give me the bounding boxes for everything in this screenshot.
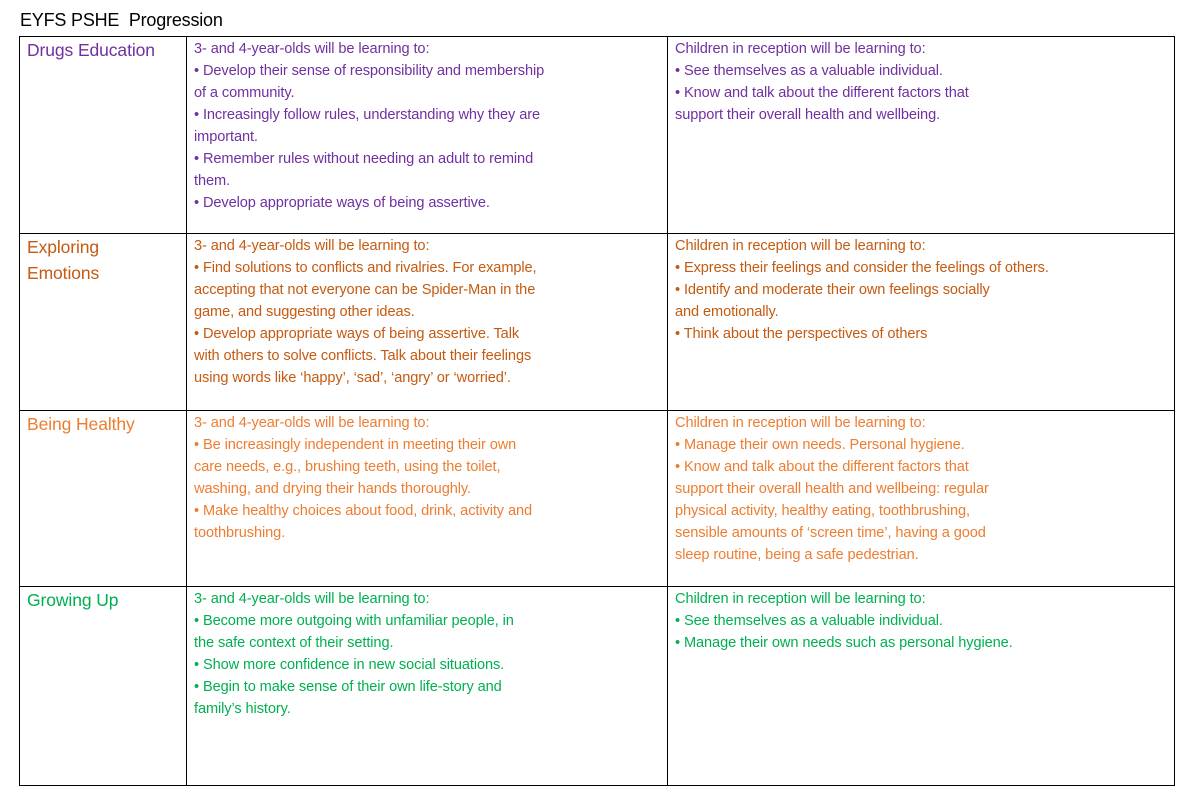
reception-heading: Children in reception will be learning t… xyxy=(675,238,926,254)
objective-line: • See themselves as a valuable individua… xyxy=(675,63,943,79)
table-row: Being Healthy 3- and 4-year-olds will be … xyxy=(19,410,1175,587)
objective-line: physical activity, healthy eating, tooth… xyxy=(675,503,970,519)
preschool-cell: 3- and 4-year-olds will be learning to: •… xyxy=(186,233,668,411)
objective-line: care needs, e.g., brushing teeth, using … xyxy=(194,459,501,475)
objective-line: them. xyxy=(194,173,230,189)
objective-line: • See themselves as a valuable individua… xyxy=(675,613,943,629)
objective-line: support their overall health and wellbei… xyxy=(675,481,989,497)
objective-line: washing, and drying their hands thorough… xyxy=(194,481,471,497)
objective-line: of a community. xyxy=(194,85,295,101)
objective-line: • Be increasingly independent in meeting… xyxy=(194,437,517,453)
objective-line: • Develop appropriate ways of being asse… xyxy=(194,195,490,211)
objective-line: accepting that not everyone can be Spide… xyxy=(194,282,536,298)
objective-line: • Think about the perspectives of others xyxy=(675,326,928,342)
objective-line: • Become more outgoing with unfamiliar p… xyxy=(194,613,514,629)
objective-line: • Manage their own needs such as persona… xyxy=(675,635,1013,651)
preschool-heading: 3- and 4-year-olds will be learning to: xyxy=(194,415,430,431)
objective-line: • Find solutions to conflicts and rivalr… xyxy=(194,260,537,276)
objective-line: • Make healthy choices about food, drink… xyxy=(194,503,532,519)
objective-line: toothbrushing. xyxy=(194,525,286,541)
table-row: Exploring Emotions 3- and 4-year-olds wil… xyxy=(19,233,1175,411)
objective-line: the safe context of their setting. xyxy=(194,635,394,651)
objective-line: • Begin to make sense of their own life-… xyxy=(194,679,502,695)
objective-line: • Show more confidence in new social sit… xyxy=(194,657,505,673)
category-label: Drugs Education xyxy=(27,40,155,60)
reception-cell: Children in reception will be learning t… xyxy=(667,410,1175,587)
objective-line: • Express their feelings and consider th… xyxy=(675,260,1049,276)
objective-line: family’s history. xyxy=(194,701,291,717)
preschool-cell: 3- and 4-year-olds will be learning to: •… xyxy=(186,586,668,786)
preschool-heading: 3- and 4-year-olds will be learning to: xyxy=(194,238,430,254)
document-title: EYFS PSHE Progression xyxy=(20,10,223,30)
category-cell: Being Healthy xyxy=(19,410,187,587)
reception-cell: Children in reception will be learning t… xyxy=(667,36,1175,234)
objective-line: • Develop appropriate ways of being asse… xyxy=(194,326,520,342)
objective-line: • Develop their sense of responsibility … xyxy=(194,63,545,79)
objective-line: using words like ‘happy’, ‘sad’, ‘angry’… xyxy=(194,370,511,386)
reception-cell: Children in reception will be learning t… xyxy=(667,233,1175,411)
objective-line: • Manage their own needs. Personal hygie… xyxy=(675,437,965,453)
objective-line: support their overall health and wellbei… xyxy=(675,107,941,123)
preschool-heading: 3- and 4-year-olds will be learning to: xyxy=(194,591,430,607)
category-label: Exploring Emotions xyxy=(27,237,100,283)
progression-table: Drugs Education 3- and 4-year-olds will b… xyxy=(19,36,1175,786)
objective-line: game, and suggesting other ideas. xyxy=(194,304,415,320)
category-label: Being Healthy xyxy=(27,414,135,434)
objective-line: important. xyxy=(194,129,258,145)
category-cell: Exploring Emotions xyxy=(19,233,187,411)
objective-line: sleep routine, being a safe pedestrian. xyxy=(675,547,919,563)
objective-line: with others to solve conflicts. Talk abo… xyxy=(194,348,532,364)
objective-line: • Know and talk about the different fact… xyxy=(675,85,969,101)
category-cell: Drugs Education xyxy=(19,36,187,234)
table-row: Drugs Education 3- and 4-year-olds will b… xyxy=(19,36,1175,234)
reception-heading: Children in reception will be learning t… xyxy=(675,415,926,431)
reception-cell: Children in reception will be learning t… xyxy=(667,586,1175,786)
table-row: Growing Up 3- and 4-year-olds will be lea… xyxy=(19,586,1175,786)
category-label: Growing Up xyxy=(27,590,119,610)
preschool-cell: 3- and 4-year-olds will be learning to: •… xyxy=(186,410,668,587)
objective-line: sensible amounts of ‘screen time’, havin… xyxy=(675,525,986,541)
objective-line: • Know and talk about the different fact… xyxy=(675,459,969,475)
objective-line: • Identify and moderate their own feelin… xyxy=(675,282,990,298)
category-cell: Growing Up xyxy=(19,586,187,786)
objective-line: • Remember rules without needing an adul… xyxy=(194,151,534,167)
objective-line: and emotionally. xyxy=(675,304,779,320)
reception-heading: Children in reception will be learning t… xyxy=(675,591,926,607)
objective-line: • Increasingly follow rules, understandi… xyxy=(194,107,540,123)
preschool-cell: 3- and 4-year-olds will be learning to: •… xyxy=(186,36,668,234)
preschool-heading: 3- and 4-year-olds will be learning to: xyxy=(194,41,430,57)
reception-heading: Children in reception will be learning t… xyxy=(675,41,926,57)
